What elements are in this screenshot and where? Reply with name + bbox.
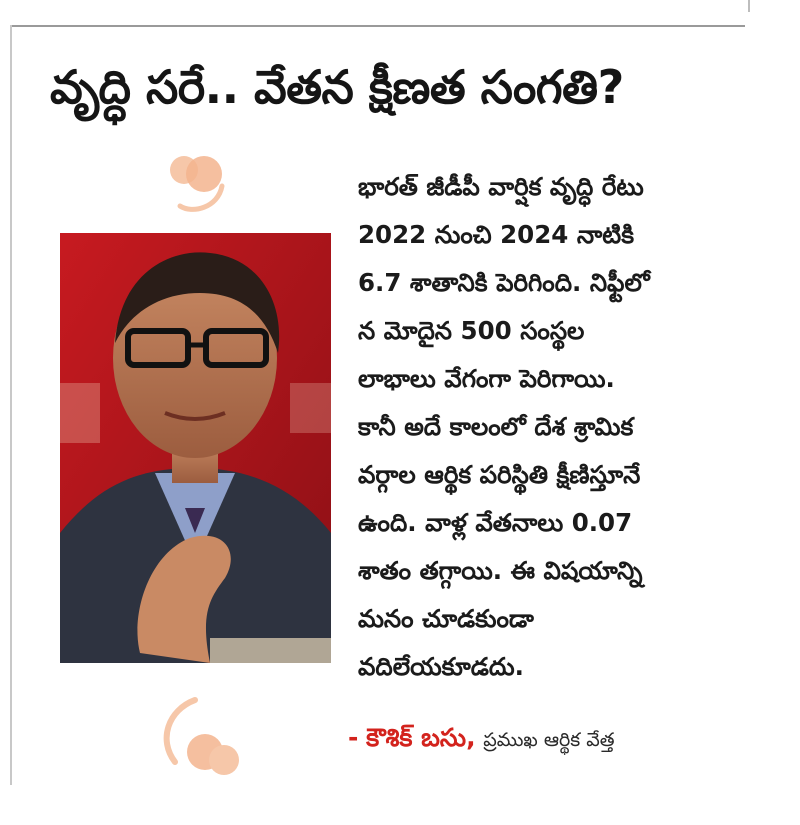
opening-quote-icon <box>170 156 225 212</box>
body-line: భారత్ జీడీపీ వార్షిక వృద్ధి రేటు <box>358 172 644 201</box>
body-line: 2022 నుంచి 2024 నాటికి <box>358 220 634 249</box>
closing-quote-icon <box>163 697 239 775</box>
byline-name: కౌశిక్ బసు, <box>366 723 476 752</box>
headline: వృద్ధి సరే.. వేతన క్షీణత సంగతి? <box>50 60 624 114</box>
body-line: శాతం తగ్గాయి. ఈ విషయాన్ని <box>358 556 643 585</box>
column-divider <box>748 0 750 12</box>
body-line: ఉంది. వాళ్ల వేతనాలు 0.07 <box>358 508 633 537</box>
body-line: వర్గాల ఆర్థిక పరిస్థితి క్షీణిస్తూనే <box>358 460 641 489</box>
byline-dash: - <box>348 723 359 752</box>
body-line: న మోదైన 500 సంస్థల <box>358 316 585 345</box>
left-divider <box>10 25 12 785</box>
byline: - కౌశిక్ బసు, ప్రముఖ ఆర్థిక వేత్త <box>348 723 615 759</box>
body-line: కానీ అదే కాలంలో దేశ శ్రామిక <box>358 412 634 441</box>
body-line: మనం చూడకుండా <box>358 604 534 633</box>
body-line: 6.7 శాతానికి పెరిగింది. నిఫ్టీలో <box>358 268 650 297</box>
body-line: లాభాలు వేగంగా పెరిగాయి. <box>358 364 615 393</box>
speaker-photo <box>60 233 331 663</box>
byline-role: ప్రముఖ ఆర్థిక వేత్త <box>483 729 615 751</box>
top-divider <box>10 25 745 27</box>
article-body: భారత్ జీడీపీ వార్షిక వృద్ధి రేటు 2022 ను… <box>358 163 758 691</box>
body-line: వదిలేయకూడదు. <box>358 652 524 681</box>
